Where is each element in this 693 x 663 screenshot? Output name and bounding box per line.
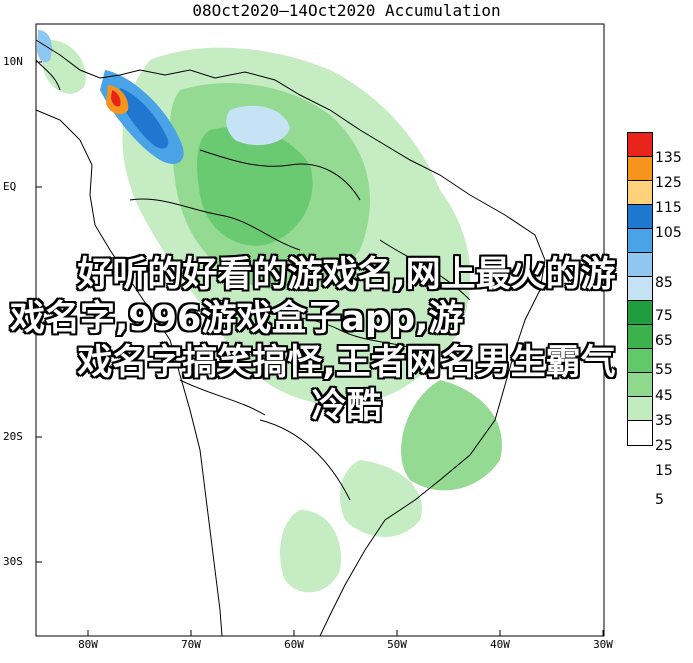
legend-swatch-75: [628, 253, 652, 277]
legend-swatch-15: [628, 397, 652, 421]
coastlines: [35, 39, 546, 637]
lon-label-40w: 40W: [490, 638, 510, 651]
legend-label-45: 45: [655, 388, 673, 404]
legend-label-115: 115: [655, 200, 682, 216]
legend-swatch-45: [628, 325, 652, 349]
legend-label-65: 65: [655, 333, 673, 349]
legend-label-55: 55: [655, 362, 673, 378]
legend-swatch-125: [628, 157, 652, 181]
legend-swatch-25: [628, 373, 652, 397]
lat-label-eq: EQ: [3, 180, 17, 193]
legend-label-85: 85: [655, 275, 673, 291]
legend-label-15: 15: [655, 463, 673, 479]
legend-swatch-35: [628, 349, 652, 373]
legend-swatch-85: [628, 229, 652, 253]
lon-label-80w: 80W: [78, 638, 98, 651]
legend-swatch-105: [628, 205, 652, 229]
lon-label-70w: 70W: [181, 638, 201, 651]
overlay-line-1: 好听的好看的游戏名,网上最火的游: [77, 255, 616, 295]
legend-swatch-135: [628, 133, 652, 157]
lon-label-30w: 30W: [593, 638, 613, 651]
legend-swatch-65: [628, 277, 652, 301]
overlay-line-2: 戏名字,996游戏盒子app,游: [10, 299, 464, 339]
legend-label-135: 135: [655, 150, 682, 166]
legend-colorbar: [627, 132, 653, 446]
lon-label-60w: 60W: [284, 638, 304, 651]
legend-label-35: 35: [655, 413, 673, 429]
legend-label-125: 125: [655, 175, 682, 191]
lat-label-10n: 10N: [3, 55, 23, 68]
lon-label-50w: 50W: [387, 638, 407, 651]
lat-label-30s: 30S: [3, 555, 23, 568]
overlay-line-3: 戏名字搞笑搞怪,王者网名男生霸气: [77, 343, 616, 383]
overlay-line-4: 冷酷: [311, 387, 382, 427]
legend-label-105: 105: [655, 225, 682, 241]
legend-label-75: 75: [655, 308, 673, 324]
legend-swatch-5: [628, 421, 652, 445]
legend-swatch-55: [628, 301, 652, 325]
legend-label-5: 5: [655, 492, 664, 508]
ticks: [36, 61, 604, 636]
legend-label-25: 25: [655, 438, 673, 454]
lat-label-20s: 20S: [3, 430, 23, 443]
legend-swatch-115: [628, 181, 652, 205]
map-title: 08Oct2020—14Oct2020 Accumulation: [192, 1, 501, 20]
precip-peaks: [37, 30, 290, 164]
